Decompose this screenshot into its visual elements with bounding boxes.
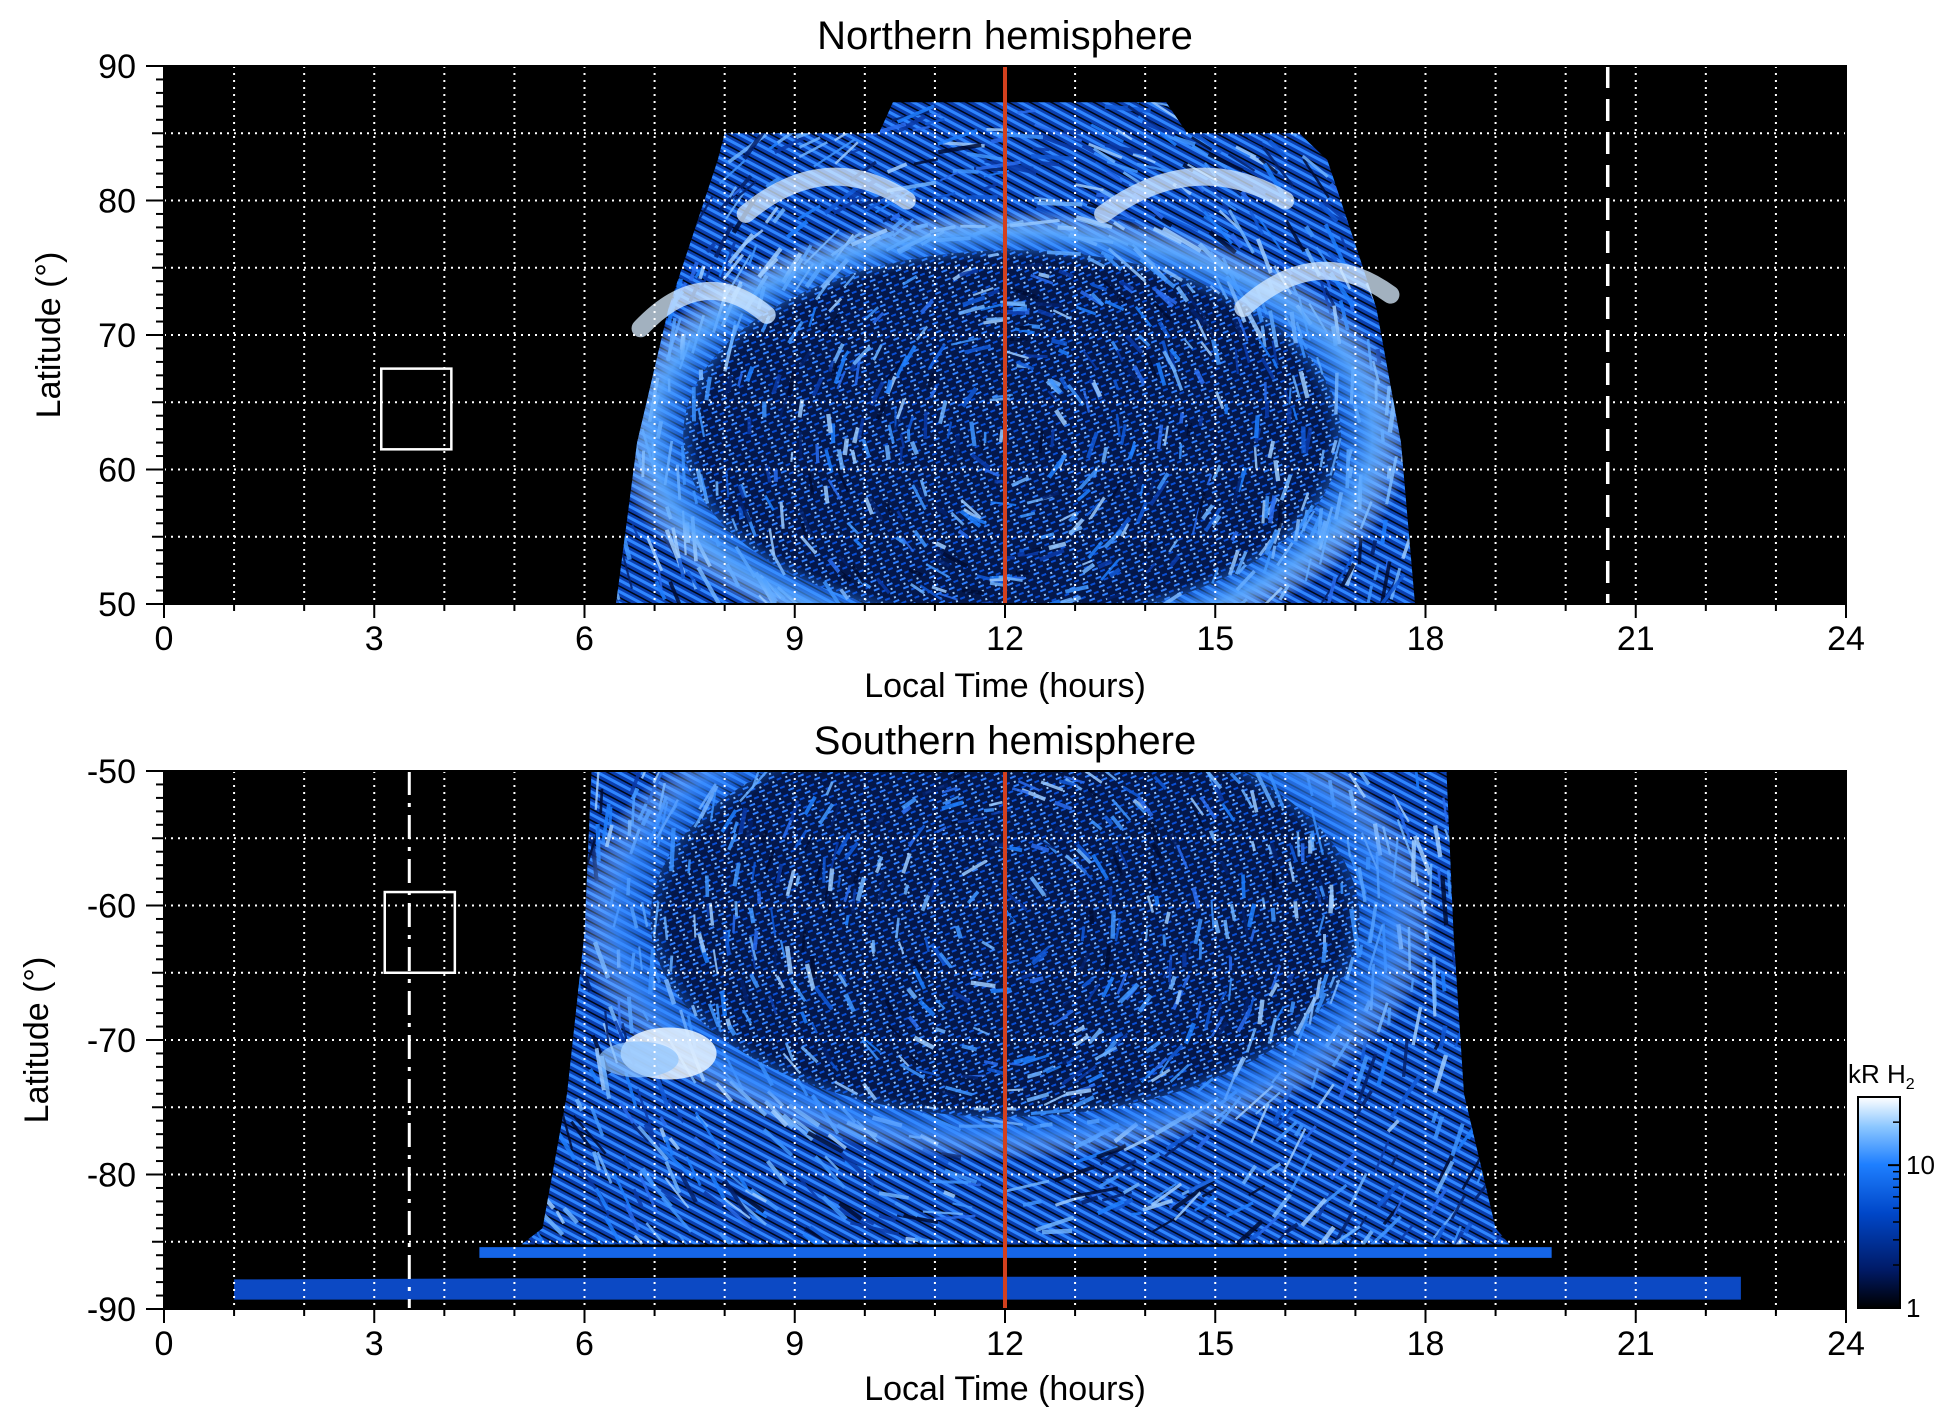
north-title: Northern hemisphere: [817, 14, 1193, 58]
south-y-tick-label: -50: [87, 753, 136, 791]
colorbar-gradient: [1857, 1096, 1901, 1309]
south-x-tick-label: 21: [1617, 1325, 1655, 1363]
south-x-axis-label: Local Time (hours): [864, 1370, 1146, 1408]
north-x-tick-label: 6: [575, 620, 594, 658]
north-y-axis-label: Latitude (°): [30, 252, 68, 419]
south-overlays: [383, 771, 1007, 1309]
north-bright-arc: [1094, 167, 1295, 223]
south-title: Southern hemisphere: [814, 719, 1196, 763]
north-x-tick-label: 18: [1407, 620, 1445, 658]
north-aurora-map: [616, 102, 1415, 604]
north-bright-arc: [736, 167, 916, 223]
north-x-tick-label: 15: [1196, 620, 1234, 658]
north-overlays: [380, 66, 1610, 604]
north-y-tick-label: 80: [98, 183, 136, 221]
north-x-tick-label: 9: [785, 620, 804, 658]
south-x-tick-label: 3: [365, 1325, 384, 1363]
north-axes: 0 3 6 9 12 15 18 21 24 50 60 70 80 90: [98, 48, 1865, 658]
south-y-axis-label: Latitude (°): [18, 957, 56, 1124]
south-polar-band: [479, 1247, 1552, 1258]
south-region-box: [383, 890, 457, 974]
north-y-tick-label: 50: [98, 586, 136, 624]
colorbar-tick-label: 1: [1906, 1293, 1920, 1323]
north-bright-arc: [631, 281, 776, 338]
colorbar: kR H2 1 10: [1848, 1059, 1935, 1323]
north-x-tick-label: 3: [365, 620, 384, 658]
south-axes: 0 3 6 9 12 15 18 21 24 -90 -80 -70 -60 -50: [87, 753, 1865, 1363]
colorbar-ticks: 1 10: [1888, 1121, 1935, 1323]
south-x-tick-label: 18: [1407, 1325, 1445, 1363]
colorbar-tick-label: 10: [1906, 1150, 1935, 1180]
south-polar-band: [234, 1276, 1741, 1300]
north-bright-arc: [1234, 261, 1400, 318]
north-x-tick-label: 21: [1617, 620, 1655, 658]
north-y-tick-label: 70: [98, 317, 136, 355]
north-x-tick-label: 24: [1827, 620, 1865, 658]
south-x-tick-label: 15: [1196, 1325, 1234, 1363]
north-x-tick-label: 12: [986, 620, 1024, 658]
south-x-tick-label: 6: [575, 1325, 594, 1363]
south-y-tick-label: -90: [87, 1291, 136, 1329]
south-y-tick-label: -80: [87, 1157, 136, 1195]
north-x-axis-label: Local Time (hours): [864, 667, 1146, 705]
south-y-tick-label: -70: [87, 1022, 136, 1060]
north-x-tick-label: 0: [155, 620, 174, 658]
south-x-tick-label: 9: [785, 1325, 804, 1363]
north-y-tick-label: 60: [98, 452, 136, 490]
south-x-tick-label: 0: [155, 1325, 174, 1363]
colorbar-label: kR H2: [1848, 1059, 1915, 1093]
south-x-tick-label: 24: [1827, 1325, 1865, 1363]
north-main-oval: [616, 209, 1413, 604]
north-y-tick-label: 90: [98, 48, 136, 86]
south-x-tick-label: 12: [986, 1325, 1024, 1363]
south-bright-spot: [598, 1041, 679, 1078]
south-y-tick-label: -60: [87, 888, 136, 926]
north-region-box: [380, 367, 453, 451]
colorbar-label-subscript: 2: [1906, 1076, 1915, 1093]
